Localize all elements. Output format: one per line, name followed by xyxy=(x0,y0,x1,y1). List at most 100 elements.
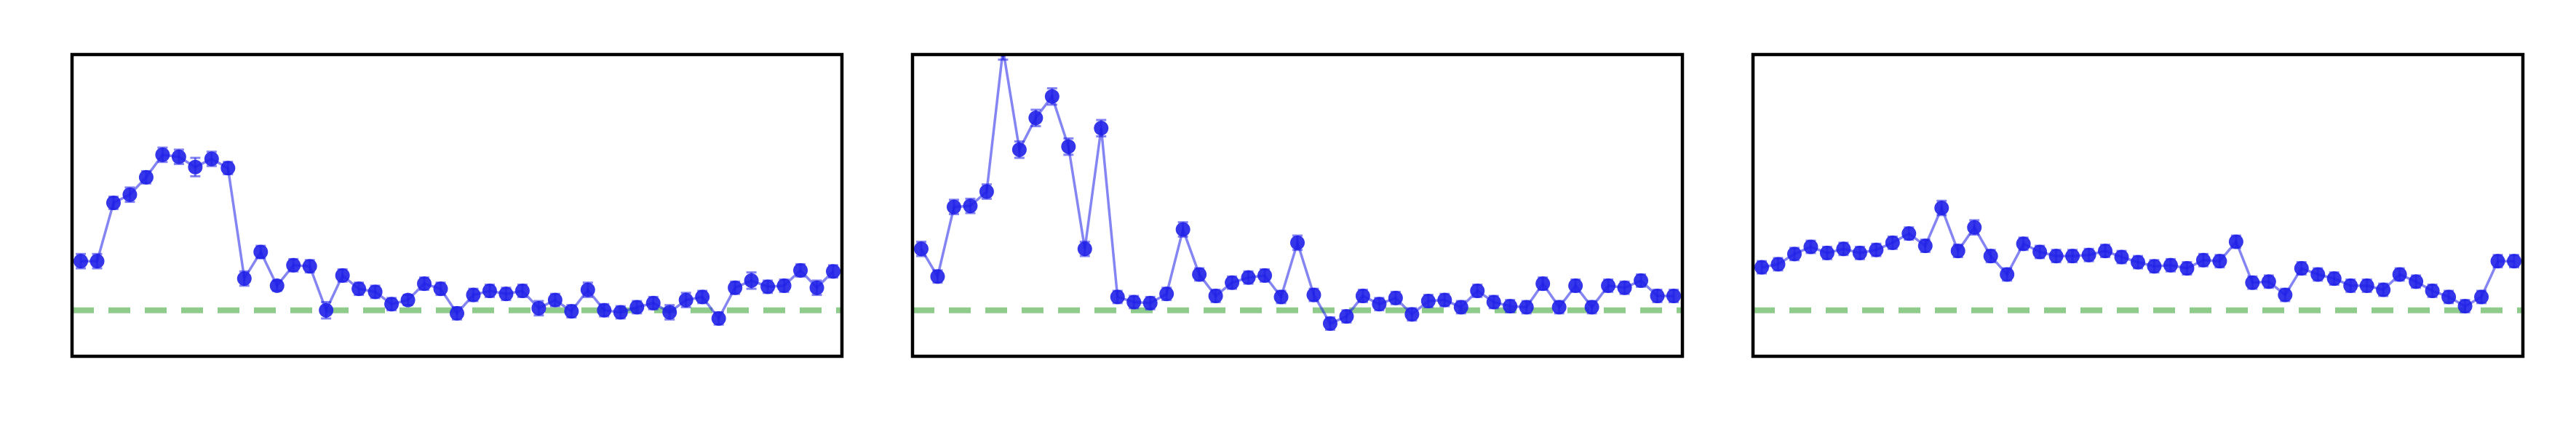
data-point xyxy=(1754,260,1769,275)
data-point xyxy=(1355,289,1370,303)
data-point xyxy=(335,268,350,283)
data-point xyxy=(2294,261,2309,276)
data-point xyxy=(1803,239,1818,254)
data-point xyxy=(678,292,693,308)
data-point xyxy=(302,259,317,274)
data-point xyxy=(1094,121,1109,136)
data-point xyxy=(450,305,464,321)
data-point xyxy=(1601,278,1616,293)
data-point xyxy=(645,295,661,310)
data-point xyxy=(188,159,203,175)
data-point xyxy=(613,305,628,320)
data-point xyxy=(1142,295,1158,310)
data-point xyxy=(514,283,530,298)
data-point xyxy=(2163,257,2178,273)
data-point xyxy=(564,304,579,319)
chart-panel-2 xyxy=(910,52,1685,358)
data-point xyxy=(253,244,269,260)
data-point xyxy=(1044,89,1060,104)
data-point xyxy=(1322,316,1337,331)
data-point xyxy=(1290,235,1305,250)
data-point xyxy=(695,289,710,305)
chart-panel-1 xyxy=(70,52,844,358)
data-point xyxy=(1241,270,1256,285)
data-point xyxy=(2212,254,2227,269)
data-point xyxy=(2310,267,2326,282)
data-point xyxy=(580,282,595,297)
data-point xyxy=(1339,309,1354,324)
data-point xyxy=(1650,289,1665,303)
data-point xyxy=(914,241,929,257)
data-point xyxy=(1061,139,1076,154)
data-point xyxy=(2474,289,2489,305)
data-point xyxy=(946,199,961,214)
data-point xyxy=(2507,254,2521,269)
data-point xyxy=(1819,245,1834,260)
data-point xyxy=(2441,289,2457,305)
data-point xyxy=(2195,252,2211,268)
data-point xyxy=(2032,244,2048,260)
data-point xyxy=(2425,283,2440,298)
axes-frame xyxy=(1751,52,2525,358)
data-point xyxy=(1437,292,1452,308)
data-point xyxy=(1225,275,1240,290)
data-point xyxy=(597,302,612,318)
data-point xyxy=(963,199,978,214)
data-point xyxy=(1011,142,1027,157)
data-point xyxy=(482,283,497,298)
data-point xyxy=(204,151,219,167)
data-point xyxy=(106,195,121,210)
data-point xyxy=(319,302,334,318)
data-point xyxy=(1486,294,1501,310)
data-point xyxy=(1175,222,1190,237)
data-point xyxy=(2098,244,2113,259)
data-point xyxy=(2376,282,2391,297)
data-point xyxy=(1901,226,1917,241)
axes-frame xyxy=(910,52,1685,358)
data-point xyxy=(236,271,252,286)
data-point xyxy=(2359,278,2374,293)
data-point xyxy=(547,292,562,308)
data-point xyxy=(1077,241,1092,257)
series-line xyxy=(81,153,835,321)
data-point xyxy=(1273,289,1289,305)
chart-panel-3 xyxy=(1751,52,2525,358)
data-point xyxy=(1950,244,1965,259)
data-point xyxy=(1519,300,1534,315)
data-point xyxy=(122,187,138,202)
series-line xyxy=(920,55,1674,326)
data-point xyxy=(1159,286,1174,302)
data-point xyxy=(2392,267,2407,282)
data-point xyxy=(2016,236,2031,252)
plot-area xyxy=(1753,199,2523,314)
data-point xyxy=(776,278,792,293)
data-point xyxy=(1770,257,1786,272)
data-point xyxy=(1208,289,1223,303)
data-point xyxy=(400,292,416,308)
data-point xyxy=(2114,249,2129,265)
data-point xyxy=(1126,294,1142,310)
data-point xyxy=(1617,280,1632,295)
data-point xyxy=(1503,299,1518,314)
data-point xyxy=(1584,300,1599,315)
data-point xyxy=(367,284,383,300)
data-point xyxy=(1110,289,1125,305)
data-point xyxy=(498,286,514,302)
data-point xyxy=(466,287,481,302)
data-point xyxy=(793,262,808,278)
data-point xyxy=(138,169,154,185)
data-point xyxy=(2245,275,2260,290)
data-point xyxy=(826,264,840,279)
data-point xyxy=(1257,268,1273,283)
data-point xyxy=(1372,297,1387,312)
data-point xyxy=(90,254,105,269)
data-point xyxy=(1786,246,1802,262)
data-point xyxy=(2147,259,2162,274)
data-point xyxy=(760,279,776,294)
data-point xyxy=(1568,278,1583,293)
data-point xyxy=(2409,274,2424,289)
data-point xyxy=(809,280,824,295)
data-point xyxy=(629,300,645,315)
data-point xyxy=(2228,234,2243,249)
